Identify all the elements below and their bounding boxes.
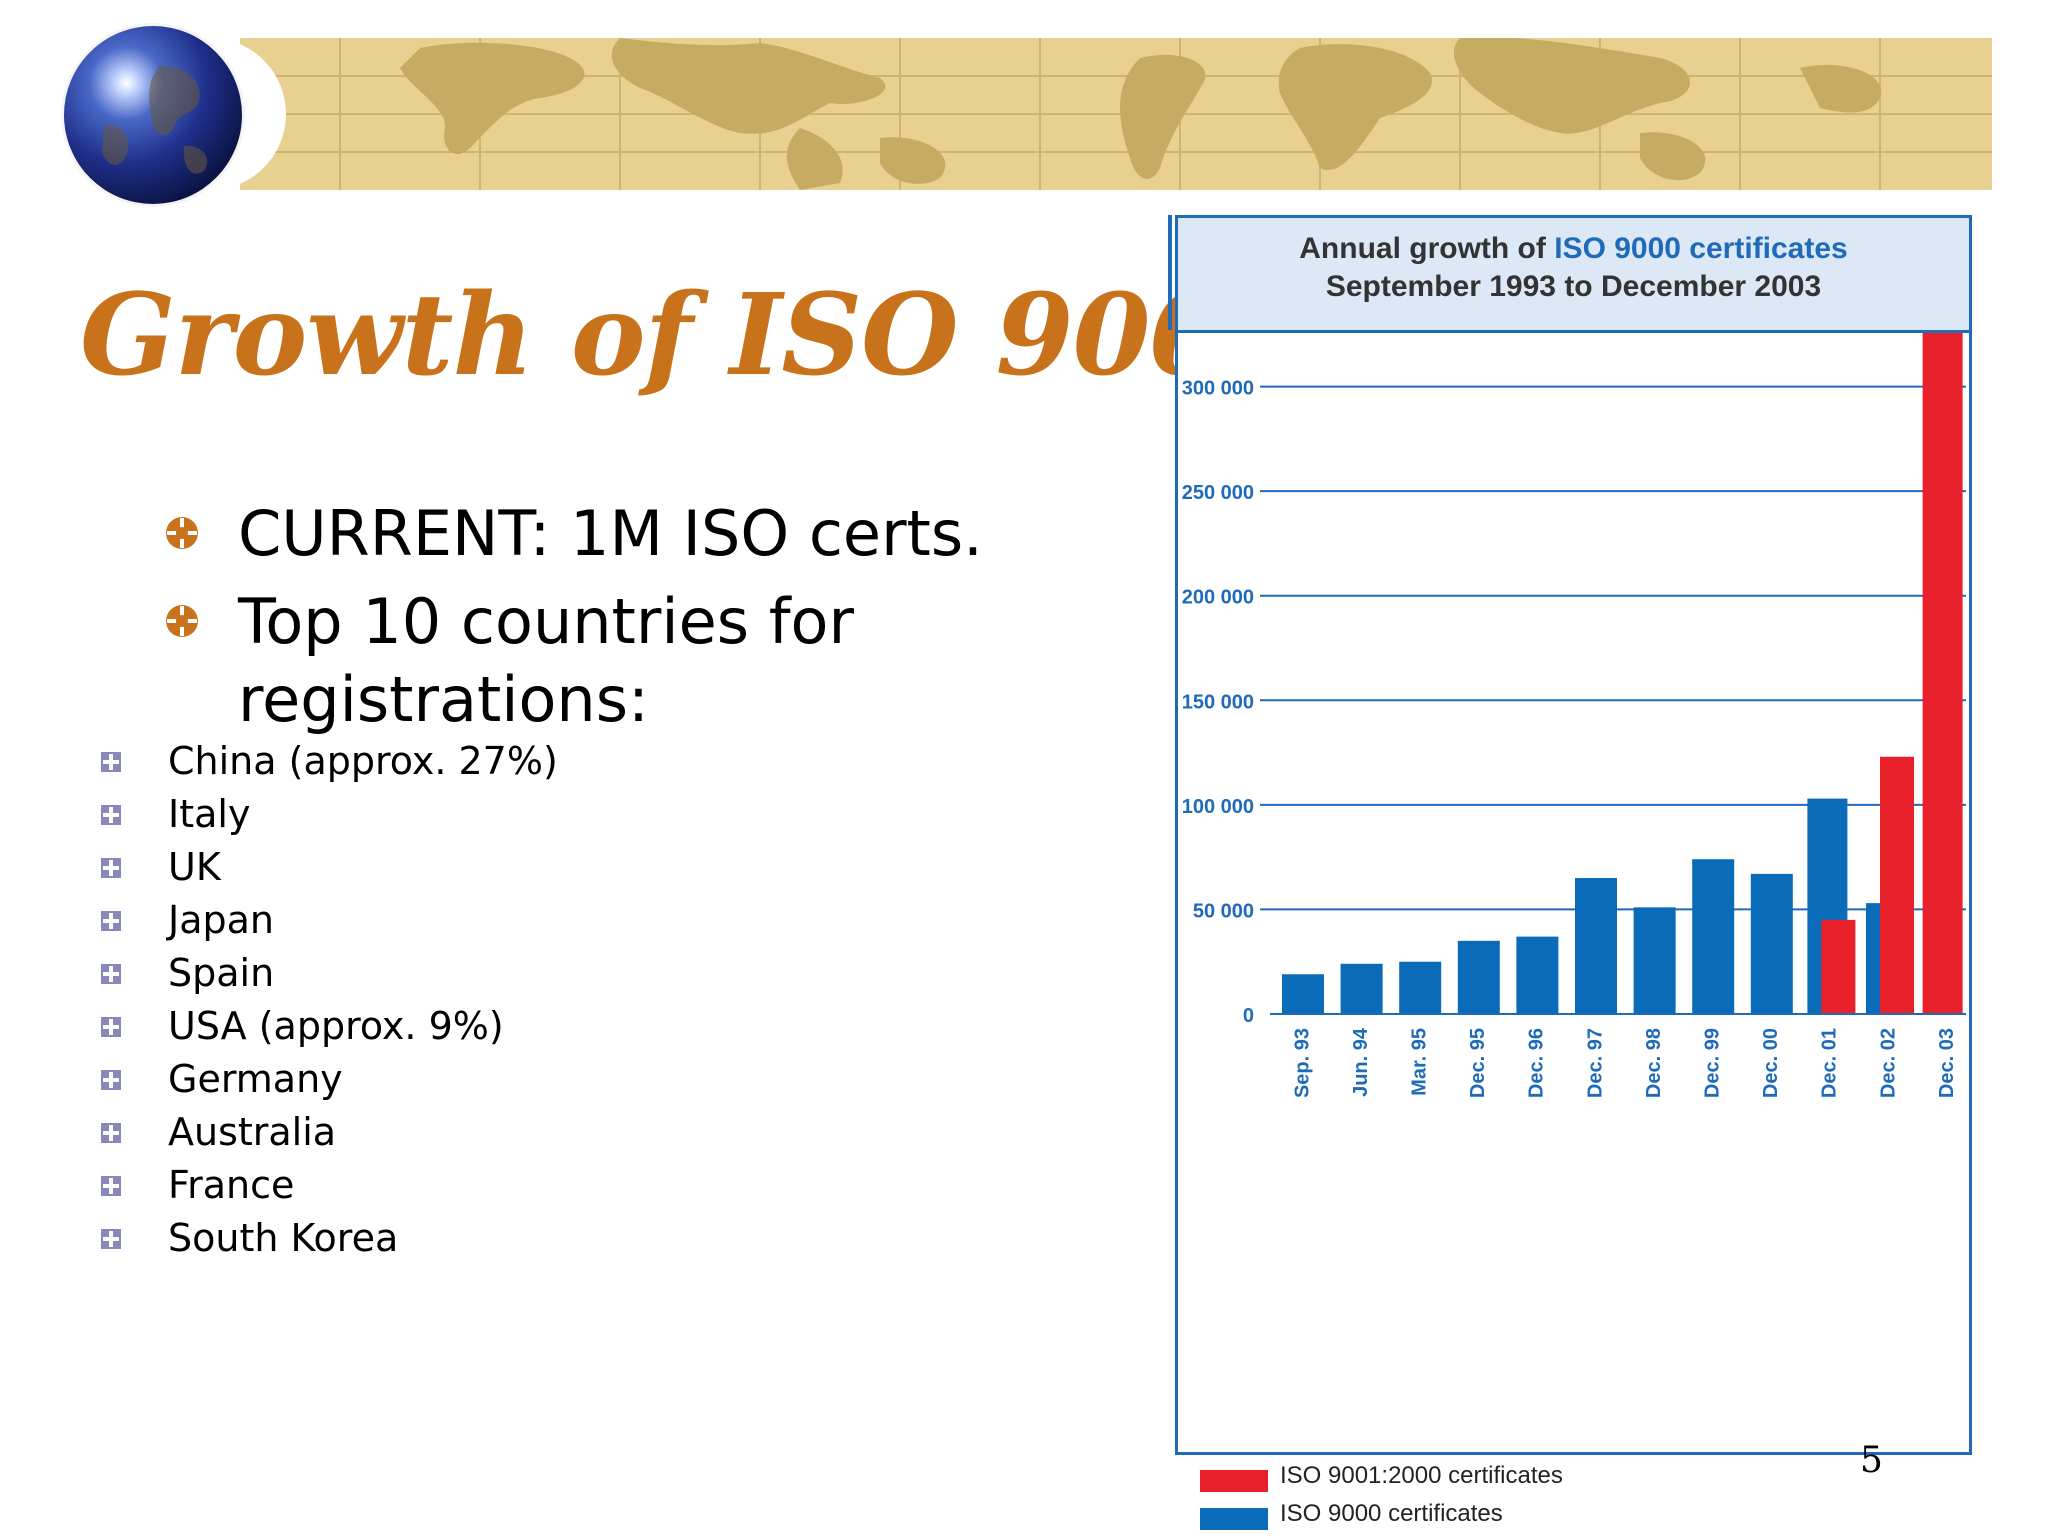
page-number: 5 bbox=[1860, 1440, 1883, 1481]
bar-chart: 0 50 000 100 000 150 000 200 000 250 000 300 0… bbox=[1182, 333, 1966, 1098]
country-text: Germany bbox=[168, 1057, 343, 1101]
chart-title: Annual growth of ISO 9000 certificates bbox=[1178, 232, 1969, 266]
bullet-list: CURRENT: 1M ISO certs. Top 10 countries … bbox=[160, 495, 1140, 749]
bar-iso9000 bbox=[1633, 907, 1676, 1014]
header-banner bbox=[240, 38, 1992, 190]
chart-title-prefix: Annual growth of bbox=[1299, 232, 1555, 265]
sub-bullet-icon bbox=[101, 1229, 121, 1249]
country-text: Italy bbox=[168, 792, 251, 836]
legend-swatch-red bbox=[1200, 1470, 1268, 1492]
country-item: China (approx. 27%) bbox=[100, 735, 558, 788]
bar-iso9000 bbox=[1340, 963, 1383, 1014]
bar-iso9000 bbox=[1282, 974, 1324, 1014]
world-map-decoration bbox=[240, 38, 1992, 190]
x-tick-label: Sep. 93 bbox=[1291, 1028, 1313, 1098]
country-item: Germany bbox=[100, 1053, 558, 1106]
x-tick-label: Dec. 97 bbox=[1584, 1028, 1606, 1098]
country-item: South Korea bbox=[100, 1212, 558, 1265]
legend-swatch-blue bbox=[1200, 1508, 1268, 1530]
legend-label: ISO 9000 certificates bbox=[1280, 1500, 1503, 1527]
x-tick-label: Jun. 94 bbox=[1350, 1027, 1372, 1097]
y-tick-label: 300 000 bbox=[1182, 378, 1254, 400]
y-tick-label: 100 000 bbox=[1182, 796, 1254, 818]
bar-iso9000 bbox=[1575, 878, 1617, 1014]
country-text: UK bbox=[168, 845, 221, 889]
bar-iso9000 bbox=[1516, 936, 1559, 1014]
bullet-text: Top 10 countries for registrations: bbox=[238, 585, 854, 736]
x-tick-label: Dec. 03 bbox=[1936, 1028, 1958, 1098]
sub-bullet-icon bbox=[101, 1070, 121, 1090]
x-tick-label: Mar. 95 bbox=[1408, 1028, 1430, 1096]
bullet-circle-icon bbox=[166, 605, 198, 637]
chart-header: Annual growth of ISO 9000 certificates S… bbox=[1178, 218, 1969, 333]
bullet-text: CURRENT: 1M ISO certs. bbox=[238, 497, 983, 570]
bar-iso9000 bbox=[1457, 940, 1500, 1014]
slide-title: Growth of ISO 9000 bbox=[80, 270, 1304, 401]
bar-iso9001-2000 bbox=[1821, 919, 1856, 1014]
bar-iso9000 bbox=[1692, 859, 1735, 1014]
country-text: Spain bbox=[168, 951, 275, 995]
bar-iso9000 bbox=[1750, 873, 1793, 1014]
x-tick-label: Dec. 01 bbox=[1819, 1028, 1841, 1098]
chart-accent-bar bbox=[1168, 215, 1172, 330]
y-tick-label: 50 000 bbox=[1193, 900, 1254, 922]
country-list: China (approx. 27%) Italy UK Japan Spain… bbox=[100, 735, 558, 1265]
x-tick-label: Dec. 98 bbox=[1643, 1028, 1665, 1098]
sub-bullet-icon bbox=[101, 752, 121, 772]
y-tick-label: 250 000 bbox=[1182, 482, 1254, 504]
bullet-circle-icon bbox=[166, 517, 198, 549]
bar-iso9001-2000 bbox=[1922, 333, 1963, 1014]
y-tick-label: 0 bbox=[1243, 1005, 1254, 1027]
x-tick-label: Dec. 02 bbox=[1877, 1028, 1899, 1098]
country-item: USA (approx. 9%) bbox=[100, 1000, 558, 1053]
chart-title-highlight: ISO 9000 certificates bbox=[1554, 232, 1848, 265]
country-text: China (approx. 27%) bbox=[168, 739, 558, 783]
country-text: Australia bbox=[168, 1110, 337, 1154]
country-item: Italy bbox=[100, 788, 558, 841]
country-item: France bbox=[100, 1159, 558, 1212]
bullet-item: Top 10 countries for registrations: bbox=[160, 583, 1140, 739]
sub-bullet-icon bbox=[101, 911, 121, 931]
x-tick-label: Dec. 99 bbox=[1701, 1028, 1723, 1098]
legend-label: ISO 9001:2000 certificates bbox=[1280, 1462, 1563, 1489]
country-item: Japan bbox=[100, 894, 558, 947]
sub-bullet-icon bbox=[101, 964, 121, 984]
sub-bullet-icon bbox=[101, 858, 121, 878]
country-item: UK bbox=[100, 841, 558, 894]
x-tick-label: Dec. 96 bbox=[1526, 1028, 1548, 1098]
y-tick-label: 150 000 bbox=[1182, 691, 1254, 713]
globe-land-icon bbox=[102, 65, 208, 174]
sub-bullet-icon bbox=[101, 1176, 121, 1196]
y-tick-label: 200 000 bbox=[1182, 587, 1254, 609]
bar-iso9000 bbox=[1399, 961, 1442, 1014]
country-text: Japan bbox=[168, 898, 274, 942]
sub-bullet-icon bbox=[101, 805, 121, 825]
country-text: France bbox=[168, 1163, 295, 1207]
x-tick-label: Dec. 95 bbox=[1467, 1028, 1489, 1098]
country-item: Australia bbox=[100, 1106, 558, 1159]
bullet-item: CURRENT: 1M ISO certs. bbox=[160, 495, 1140, 573]
country-text: USA (approx. 9%) bbox=[168, 1004, 504, 1048]
sub-bullet-icon bbox=[101, 1017, 121, 1037]
x-tick-label: Dec. 00 bbox=[1760, 1028, 1782, 1098]
country-item: Spain bbox=[100, 947, 558, 1000]
country-text: South Korea bbox=[168, 1216, 399, 1260]
chart-subtitle: September 1993 to December 2003 bbox=[1325, 270, 1822, 303]
bar-iso9001-2000 bbox=[1880, 756, 1914, 1014]
sub-bullet-icon bbox=[101, 1123, 121, 1143]
